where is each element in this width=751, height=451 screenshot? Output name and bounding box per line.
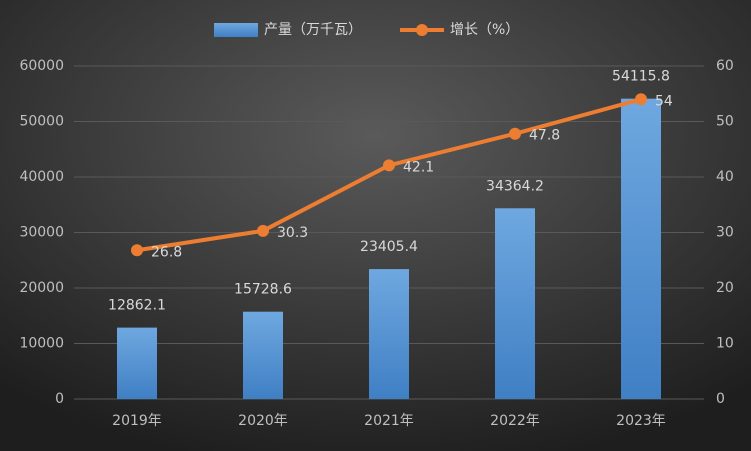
data-label: 23405.4 — [360, 239, 418, 255]
y2-tick-label: 20 — [716, 280, 734, 296]
y-tick-label: 60000 — [19, 58, 64, 74]
data-label: 26.8 — [151, 244, 182, 260]
y-tick-label: 30000 — [19, 225, 64, 241]
legend-swatch — [416, 24, 428, 36]
y2-tick-label: 60 — [716, 58, 734, 74]
data-label: 30.3 — [277, 225, 308, 241]
line-point — [131, 244, 143, 257]
data-label: 12862.1 — [108, 298, 166, 314]
y2-tick-label: 40 — [716, 169, 734, 185]
data-label: 47.8 — [529, 128, 560, 144]
data-label: 54115.8 — [612, 69, 670, 85]
legend-label: 产量（万千瓦） — [264, 22, 362, 38]
y2-tick-label: 0 — [716, 391, 725, 407]
x-tick-label: 2019年 — [112, 413, 162, 429]
bar — [243, 311, 283, 399]
y2-tick-label: 50 — [716, 114, 734, 130]
y-tick-label: 40000 — [19, 169, 64, 185]
bar — [495, 208, 535, 399]
y-tick-label: 10000 — [19, 336, 64, 352]
line-point — [509, 127, 521, 140]
line-point — [257, 224, 269, 237]
data-label: 54 — [655, 93, 673, 109]
bar — [369, 269, 409, 399]
bar — [117, 327, 157, 399]
x-tick-label: 2022年 — [490, 413, 540, 429]
data-label: 34364.2 — [486, 178, 544, 194]
y-tick-label: 0 — [55, 391, 64, 407]
legend-swatch — [214, 23, 258, 37]
y-tick-label: 50000 — [19, 114, 64, 130]
y2-tick-label: 10 — [716, 336, 734, 352]
y-tick-label: 20000 — [19, 280, 64, 296]
line-point — [383, 159, 395, 172]
bar — [621, 98, 661, 399]
x-tick-label: 2023年 — [616, 413, 666, 429]
legend-label: 增长（%） — [450, 22, 519, 38]
x-tick-label: 2020年 — [238, 413, 288, 429]
line-point — [635, 93, 647, 106]
y2-tick-label: 30 — [716, 225, 734, 241]
x-tick-label: 2021年 — [364, 413, 414, 429]
data-label: 15728.6 — [234, 282, 292, 298]
data-label: 42.1 — [403, 159, 434, 175]
